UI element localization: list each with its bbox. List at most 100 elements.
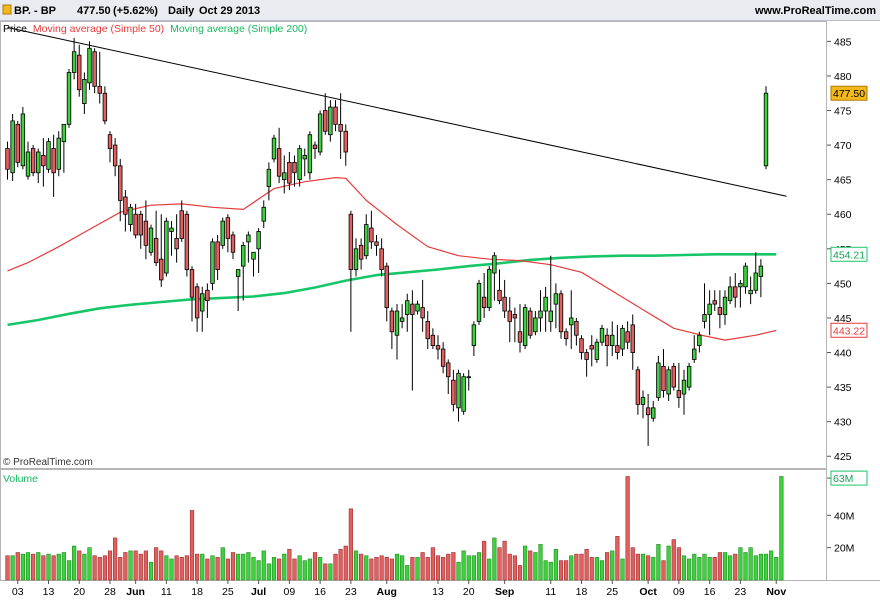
time-tick-label: Aug [377, 586, 397, 598]
candle-body [302, 155, 307, 160]
candle-body [584, 352, 589, 360]
volume-bar [507, 553, 512, 581]
candle-body [763, 92, 769, 167]
candle-body [348, 213, 354, 270]
time-axis: 03 13 20 28 Jun 11 18 25 Jul 09 16 23 Aug 13 20 Sep 11 18… [12, 580, 786, 598]
candle [697, 331, 702, 353]
candle [46, 138, 51, 173]
candle [61, 123, 67, 173]
volume-bar [738, 547, 743, 581]
ma200-layer [7, 253, 777, 327]
candle-body [128, 206, 133, 226]
time-tick-label: Sep [495, 586, 514, 598]
candle [15, 120, 20, 168]
candle-body [630, 324, 635, 353]
volume-bar [666, 545, 671, 581]
candle-body [148, 227, 154, 253]
volume-bar [46, 553, 51, 581]
candle-body [548, 310, 553, 322]
volume-bar [482, 540, 487, 581]
candle-body [425, 321, 430, 340]
volume-bar [133, 550, 138, 581]
time-tick-label: 18 [576, 586, 588, 598]
candle [471, 321, 477, 356]
candle-body [722, 296, 728, 315]
candle [451, 369, 456, 412]
candle-body [589, 345, 594, 350]
candle-body [328, 106, 333, 136]
volume-tick-label: 40M [834, 510, 854, 522]
volume-bars-layer [5, 476, 784, 581]
symbol-marker-icon [2, 4, 12, 15]
candle-body [656, 362, 661, 398]
volume-bar [671, 539, 676, 581]
candle-body [312, 144, 318, 149]
candle [210, 238, 215, 291]
volume-bar [400, 555, 405, 581]
time-tick-label: Oct [639, 586, 657, 598]
volume-label: Volume [3, 473, 38, 485]
time-tick-label: 25 [606, 586, 618, 598]
candle [87, 41, 92, 90]
candle [312, 141, 318, 159]
volume-bar [189, 510, 195, 581]
candle [261, 200, 266, 229]
candle-body [5, 148, 10, 170]
candle [563, 328, 569, 346]
candle-body [276, 148, 282, 177]
candle-body [569, 317, 574, 326]
volume-bar [661, 560, 666, 581]
volume-bar [220, 547, 225, 581]
volume-bar [446, 553, 451, 581]
candle [133, 203, 138, 239]
candle-body [138, 213, 143, 236]
candle [727, 276, 733, 305]
volume-bar [476, 552, 482, 581]
volume-bar [656, 544, 661, 581]
volume-bar [769, 550, 774, 581]
candle-body [261, 206, 266, 222]
candle [630, 314, 635, 370]
volume-bar [113, 537, 118, 581]
volume-bar [774, 557, 779, 581]
candle-body [20, 113, 26, 167]
candle-body [266, 168, 272, 187]
candle [743, 262, 748, 294]
legend-ma200: Moving average (Simple 200) [170, 23, 307, 35]
candle-body [733, 286, 738, 298]
candle-body [15, 123, 20, 163]
candle [456, 369, 461, 422]
volume-bar [307, 558, 312, 581]
candle-body [671, 365, 676, 388]
candle-body [476, 282, 482, 322]
volume-bar [558, 560, 564, 581]
candle [548, 255, 553, 332]
candle [753, 252, 758, 294]
candle-body [420, 307, 425, 319]
price-panel [0, 21, 827, 469]
candle [276, 127, 282, 184]
candle-body [697, 334, 702, 347]
volume-bar [148, 561, 154, 581]
volume-bar [471, 555, 476, 581]
candle [220, 217, 225, 249]
candle-body [594, 341, 600, 360]
candle [579, 335, 584, 360]
price-tick-label: 430 [834, 417, 852, 429]
candle-body [92, 51, 97, 87]
candle [738, 279, 743, 308]
candle [266, 162, 272, 201]
candle-body [159, 258, 164, 281]
volume-last-badge-box [830, 470, 868, 486]
candle [92, 48, 97, 94]
volume-bar [415, 557, 420, 581]
candle [5, 141, 10, 180]
candle [512, 307, 518, 343]
candle [594, 338, 600, 363]
candle-body [517, 331, 523, 343]
header: BP. - BP 477.50 (+5.62%) Daily Oct 29 20… [2, 4, 876, 17]
volume-bar [31, 553, 36, 581]
volume-bar [548, 561, 553, 581]
time-tick-label: 23 [345, 586, 357, 598]
volume-bar [517, 565, 523, 581]
